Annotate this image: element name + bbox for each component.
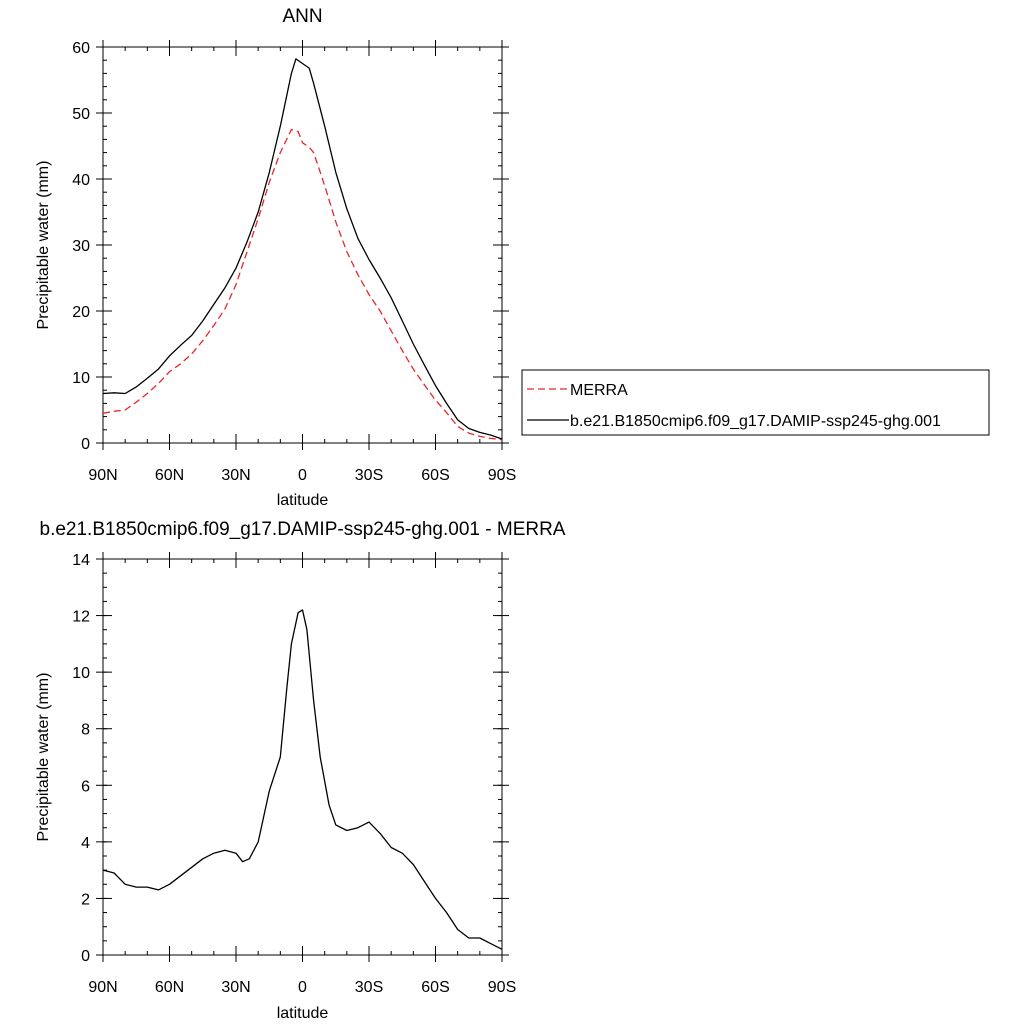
series-line-difference bbox=[102, 609, 503, 950]
x-tick-label: 60N bbox=[155, 467, 184, 484]
x-tick-label: 0 bbox=[298, 979, 307, 996]
x-tick-label: 90N bbox=[88, 467, 117, 484]
x-tick-label: 30N bbox=[221, 979, 250, 996]
x-tick-label: 30S bbox=[355, 467, 383, 484]
y-tick-label: 14 bbox=[72, 552, 90, 569]
y-tick-label: 4 bbox=[81, 835, 90, 852]
x-tick-label: 90S bbox=[488, 467, 516, 484]
plot-frame bbox=[102, 46, 503, 444]
y-tick-label: 2 bbox=[81, 891, 90, 908]
y-tick-label: 6 bbox=[81, 778, 90, 795]
y-tick-label: 0 bbox=[81, 436, 90, 453]
x-tick-label: 90N bbox=[88, 979, 117, 996]
y-axis-label: Precipitable water (mm) bbox=[35, 673, 52, 842]
y-tick-label: 50 bbox=[72, 106, 90, 123]
y-tick-label: 12 bbox=[72, 609, 90, 626]
chart-title: b.e21.B1850cmip6.f09_g17.DAMIP-ssp245-gh… bbox=[40, 519, 566, 540]
y-tick-label: 40 bbox=[72, 172, 90, 189]
y-tick-label: 20 bbox=[72, 304, 90, 321]
y-tick-label: 8 bbox=[81, 722, 90, 739]
x-tick-label: 30N bbox=[221, 467, 250, 484]
x-tick-label: 30S bbox=[355, 979, 383, 996]
chart-title: ANN bbox=[282, 6, 322, 27]
y-axis-label: Precipitable water (mm) bbox=[35, 161, 52, 330]
y-tick-label: 10 bbox=[72, 665, 90, 682]
legend-label: b.e21.B1850cmip6.f09_g17.DAMIP-ssp245-gh… bbox=[570, 413, 941, 430]
x-axis-label: latitude bbox=[277, 492, 329, 509]
series-line-merra bbox=[102, 128, 503, 441]
legend-box bbox=[521, 369, 990, 436]
plot-frame bbox=[102, 558, 503, 956]
y-tick-label: 60 bbox=[72, 40, 90, 57]
y-tick-label: 10 bbox=[72, 370, 90, 387]
x-tick-label: 90S bbox=[488, 979, 516, 996]
legend-label: MERRA bbox=[570, 382, 628, 399]
chart-panel-1: b.e21.B1850cmip6.f09_g17.DAMIP-ssp245-gh… bbox=[35, 519, 566, 1022]
x-tick-label: 0 bbox=[298, 467, 307, 484]
chart-panel-0: ANN 0 10 20 30 40 50 60 90N 60N 30N 0 30S 60S 90S latit… bbox=[35, 6, 990, 509]
series-line-b-e21-b1850cmip6-f09-g17-damip-ssp245-ghg-001 bbox=[102, 58, 503, 440]
x-axis-label: latitude bbox=[277, 1005, 329, 1022]
y-tick-label: 30 bbox=[72, 238, 90, 255]
x-tick-label: 60N bbox=[155, 979, 184, 996]
legend: MERRA b.e21.B1850cmip6.f09_g17.DAMIP-ssp2… bbox=[521, 369, 990, 436]
x-tick-label: 60S bbox=[421, 467, 449, 484]
x-tick-label: 60S bbox=[421, 979, 449, 996]
y-tick-label: 0 bbox=[81, 948, 90, 965]
